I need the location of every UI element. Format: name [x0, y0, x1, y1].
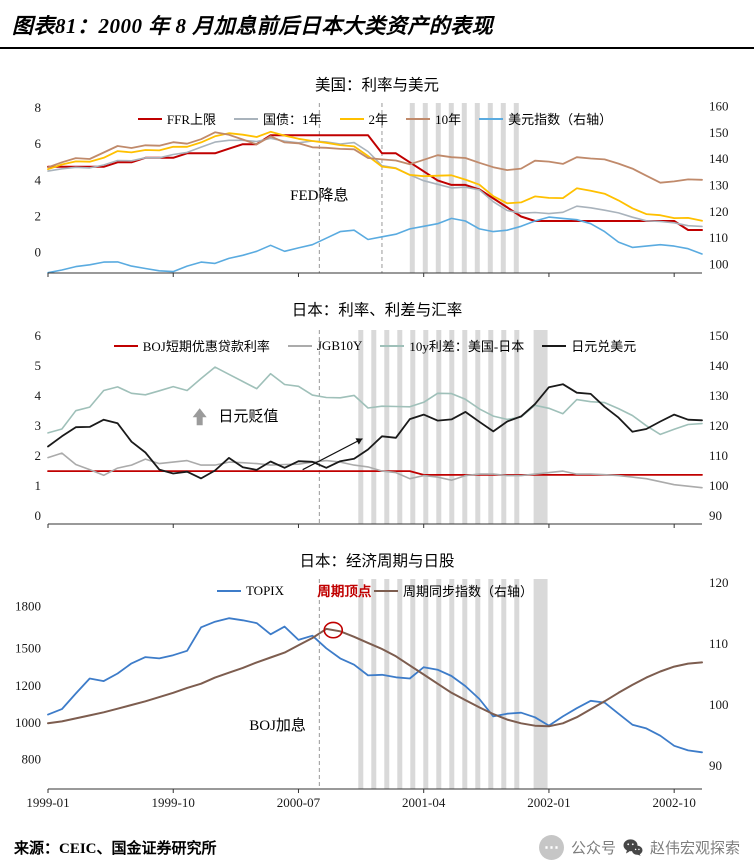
- svg-text:1999-10: 1999-10: [152, 795, 195, 810]
- svg-text:2002-01: 2002-01: [527, 795, 570, 810]
- svg-text:BOJ加息: BOJ加息: [249, 717, 306, 734]
- us-rates-chart: 8 6 4 2 0 160 150 140 130 120 110 100 FED降息: [35, 98, 729, 277]
- source-note: 来源：CEIC、国金证券研究所: [14, 841, 217, 857]
- svg-text:2: 2: [35, 448, 42, 463]
- svg-text:4: 4: [35, 172, 42, 187]
- svg-text:100: 100: [709, 697, 729, 712]
- svg-text:1500: 1500: [15, 640, 41, 655]
- svg-text:0: 0: [35, 508, 42, 523]
- svg-text:100: 100: [709, 478, 729, 493]
- svg-text:4: 4: [35, 388, 42, 403]
- wechat-icon: [623, 839, 643, 856]
- svg-text:FED降息: FED降息: [290, 187, 348, 204]
- svg-text:120: 120: [709, 575, 729, 590]
- svg-text:8: 8: [35, 100, 42, 115]
- svg-text:日元贬值: 日元贬值: [218, 408, 278, 425]
- svg-text:1: 1: [35, 478, 42, 493]
- svg-text:2001-04: 2001-04: [402, 795, 446, 810]
- svg-text:110: 110: [709, 636, 728, 651]
- svg-text:110: 110: [709, 230, 728, 245]
- badge-prefix: 公众号: [570, 841, 616, 857]
- svg-text:90: 90: [709, 758, 722, 773]
- svg-text:130: 130: [709, 388, 729, 403]
- wechat-badge: ⋯ 公众号 赵伟宏观探索: [538, 835, 740, 860]
- svg-text:800: 800: [22, 752, 42, 767]
- svg-text:0: 0: [35, 245, 42, 260]
- report-footer: 来源：CEIC、国金证券研究所 ⋯ 公众号 赵伟宏观探索: [0, 821, 754, 860]
- svg-text:110: 110: [709, 448, 728, 463]
- report-title-bar: 图表81：2000 年 8 月加息前后日本大类资产的表现: [0, 0, 754, 49]
- panel-us-rates-fx: 美国：利率与美元 8 6 4 2 0 160 150 140 130 120 110 100 FED降息…: [0, 73, 754, 289]
- svg-text:130: 130: [709, 178, 729, 193]
- report-title: 图表81：2000 年 8 月加息前后日本大类资产的表现: [12, 14, 494, 38]
- svg-text:100: 100: [709, 257, 729, 272]
- account-avatar-icon: ⋯: [538, 835, 564, 860]
- svg-text:140: 140: [709, 358, 729, 373]
- panel-title: 日本：利率、利差与汇率: [291, 302, 463, 319]
- badge-account-name: 赵伟宏观探索: [649, 841, 740, 857]
- svg-text:150: 150: [709, 125, 729, 140]
- panel-title: 美国：利率与美元: [314, 77, 439, 94]
- svg-text:160: 160: [709, 98, 729, 113]
- svg-text:5: 5: [35, 358, 42, 373]
- svg-text:6: 6: [35, 328, 42, 343]
- panel-japan-cycle-stocks: 日本：经济周期与日股 1999-01 1999-10 2000-07 2001-04 2…: [0, 549, 754, 821]
- svg-text:90: 90: [709, 508, 722, 523]
- japan-rates-chart: 6 5 4 3 2 1 0 150 140 130 120 110 100 90 日元贬值: [35, 328, 729, 528]
- svg-text:120: 120: [709, 418, 729, 433]
- japan-cycle-chart-area: 1999-01 1999-10 2000-07 2001-04 2002-01 2002-…: [0, 573, 754, 821]
- svg-text:1200: 1200: [15, 678, 41, 693]
- svg-text:2002-10: 2002-10: [652, 795, 695, 810]
- svg-text:2000-07: 2000-07: [277, 795, 321, 810]
- svg-text:1800: 1800: [15, 598, 41, 613]
- japan-cycle-chart: 1999-01 1999-10 2000-07 2001-04 2002-01 2002-…: [15, 575, 729, 810]
- us-rates-chart-area: 8 6 4 2 0 160 150 140 130 120 110 100 FED降息 FFR上限 国债：…: [0, 97, 754, 289]
- svg-text:1999-01: 1999-01: [26, 795, 69, 810]
- svg-text:3: 3: [35, 418, 42, 433]
- panel-japan-rates-fx: 日本：利率、利差与汇率 6 5 4 3 2 1 0 150 140 130 120 110 100 90 日…: [0, 298, 754, 540]
- svg-text:140: 140: [709, 151, 729, 166]
- svg-text:6: 6: [35, 136, 42, 151]
- svg-text:周期顶点: 周期顶点: [317, 583, 371, 599]
- panel-title: 日本：经济周期与日股: [299, 553, 455, 570]
- svg-text:120: 120: [709, 204, 729, 219]
- svg-text:1000: 1000: [15, 715, 41, 730]
- japan-rates-chart-area: 6 5 4 3 2 1 0 150 140 130 120 110 100 90 日元贬值 BOJ短期优惠贷…: [0, 322, 754, 540]
- svg-text:2: 2: [35, 209, 42, 224]
- svg-text:150: 150: [709, 328, 729, 343]
